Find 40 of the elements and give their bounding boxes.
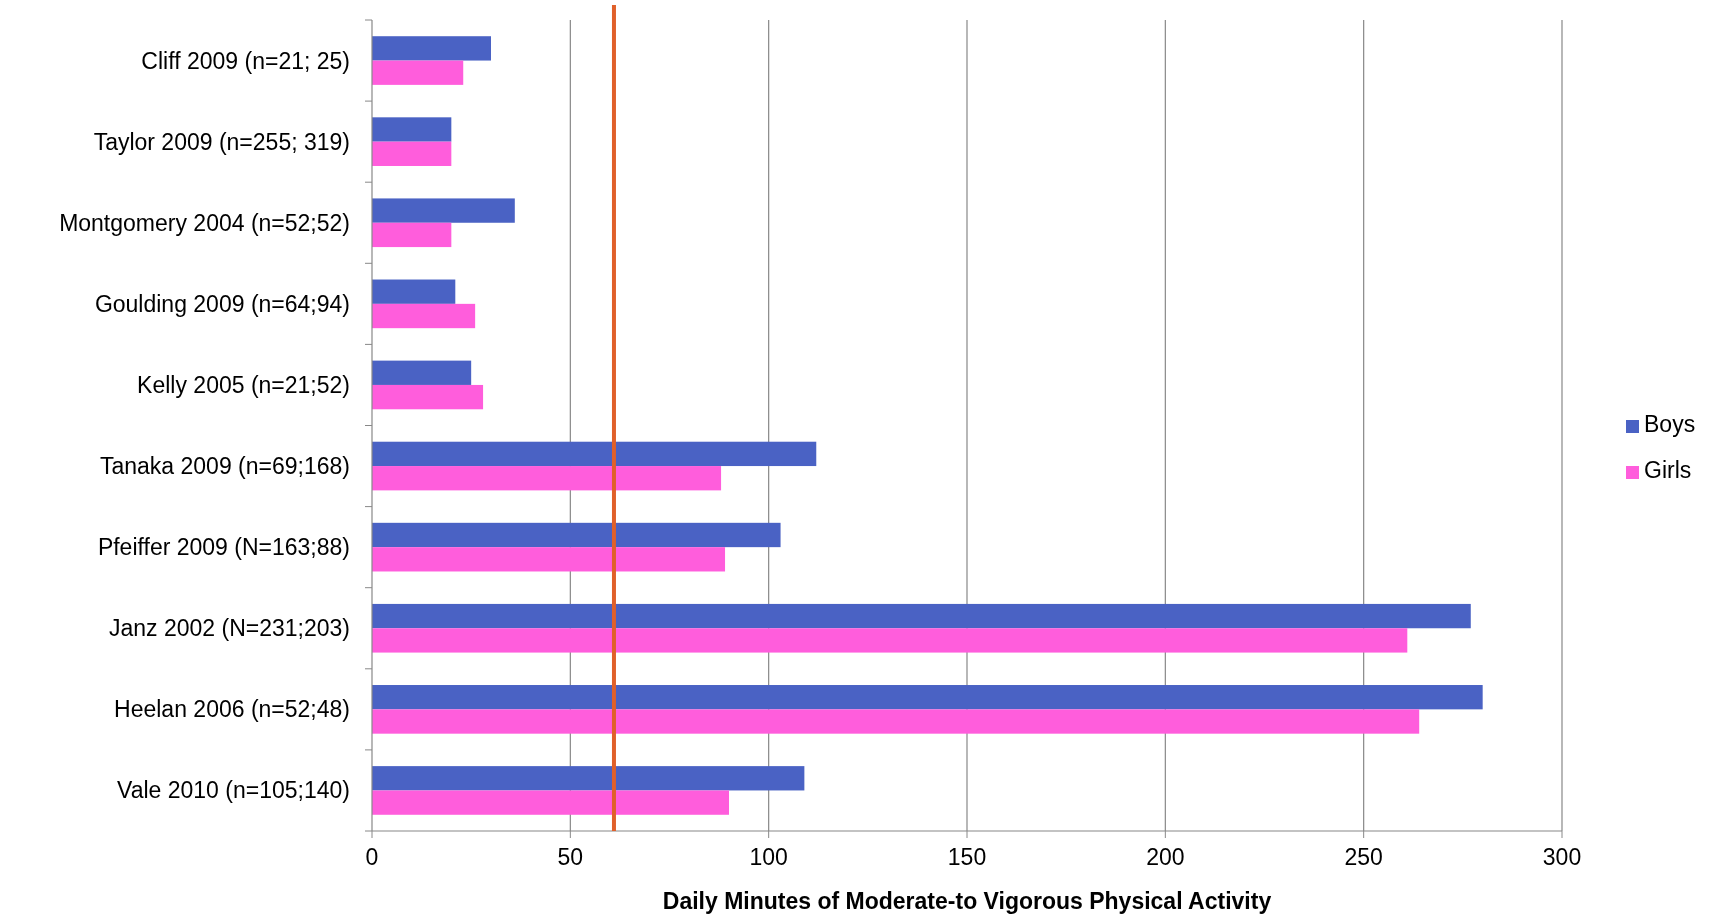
y-tick-label: Tanaka 2009 (n=69;168) [99,453,350,480]
legend-label: Boys [1644,411,1696,437]
bar [372,36,491,61]
bar [372,141,452,166]
y-tick-label: Cliff 2009 (n=21; 25) [141,47,350,74]
y-tick-label: Goulding 2009 (n=64;94) [94,290,350,317]
bar [372,547,726,572]
x-tick-label: 100 [749,844,788,870]
bar [372,360,472,385]
x-tick-label: 0 [365,844,379,870]
bar [372,441,817,467]
y-tick-label: Janz 2002 (N=231;203) [108,615,350,642]
y-tick-label: Montgomery 2004 (n=52;52) [59,209,350,236]
bar [372,303,476,329]
bar [372,384,484,410]
y-tick-label: Vale 2010 (n=105;140) [117,777,350,804]
bar [372,222,452,248]
y-tick-label: Taylor 2009 (n=255; 319) [93,128,350,155]
bar [372,522,781,548]
legend-label: Girls [1644,457,1692,483]
y-tick-label: Pfeiffer 2009 (N=163;88) [97,534,350,561]
x-tick-label: 150 [947,844,987,870]
x-tick-label: 200 [1146,844,1185,870]
y-tick-label: Kelly 2005 (n=21;52) [137,371,350,398]
x-axis-title: Daily Minutes of Moderate-to Vigorous Physical Activity [662,888,1272,914]
bar [372,628,1408,653]
bar [372,466,722,491]
x-tick-label: 50 [557,844,584,870]
bar [372,766,805,791]
bar [372,279,456,304]
bar [372,685,1483,710]
bar [372,117,452,142]
x-tick-label: 300 [1542,844,1582,870]
y-tick-label: Heelan 2006 (n=52;48) [114,696,350,723]
x-tick-label: 250 [1344,844,1383,870]
bar [372,198,515,223]
bar [372,603,1471,629]
bar [372,709,1420,734]
bar [372,60,464,85]
bar [372,790,729,815]
